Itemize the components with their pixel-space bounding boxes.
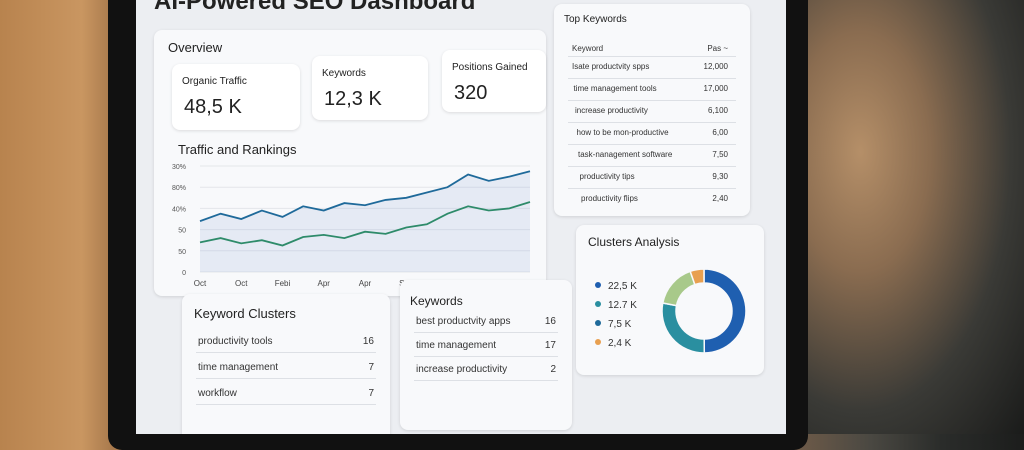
list-count: 7 xyxy=(368,388,374,399)
screen: AI-Powered SEO Dashboard Overview Traffi… xyxy=(136,0,786,434)
legend-swatch xyxy=(595,339,601,345)
list-label: workflow xyxy=(198,388,237,399)
overview-title: Overview xyxy=(168,40,223,55)
stat-card: Organic Traffic 48,5 K xyxy=(172,64,300,130)
cell-keyword: task-nanagement software xyxy=(578,150,673,159)
area xyxy=(200,171,530,272)
cell-keyword: increase productivity xyxy=(575,106,648,115)
list-label: time management xyxy=(198,362,279,373)
line-chart: 0505040%80%30%OctOctFebiAprAprSepOctNovM… xyxy=(172,164,537,288)
list-count: 16 xyxy=(544,316,556,327)
row-separator xyxy=(196,378,376,379)
column-header: Keyword xyxy=(572,44,604,53)
donut-slice xyxy=(661,302,706,354)
line xyxy=(199,201,531,247)
x-tick-label: Oct xyxy=(235,279,248,288)
legend-swatch xyxy=(595,320,601,326)
cell-value: 12,000 xyxy=(703,62,728,71)
donut-slice xyxy=(703,268,747,354)
legend-label: 2,4 K xyxy=(608,338,632,349)
list-count: 16 xyxy=(362,336,374,347)
cell-value: 9,30 xyxy=(712,172,728,181)
donut-chart: 22,5 K 12.7 K 7,5 K 2,4 K xyxy=(595,268,747,354)
stat-value: 12,3 K xyxy=(324,88,382,110)
legend-label: 22,5 K xyxy=(608,281,637,292)
donut-slice xyxy=(661,270,696,307)
row-separator xyxy=(568,166,736,167)
row-separator xyxy=(196,404,376,405)
cell-value: 6,00 xyxy=(712,128,728,137)
cell-keyword: productivity tips xyxy=(579,172,635,181)
row-separator xyxy=(568,78,736,79)
stat-value: 320 xyxy=(454,82,488,104)
legend-swatch xyxy=(595,282,601,288)
keywords-panel: Keywords best productvity apps 16 time man… xyxy=(400,280,572,430)
legend-label: 12.7 K xyxy=(608,300,637,311)
row-separator xyxy=(414,356,558,357)
cell-value: 2,40 xyxy=(712,194,728,203)
row-separator xyxy=(568,56,736,57)
cell-value: 17,000 xyxy=(703,84,728,93)
cell-keyword: Isate productvity spps xyxy=(572,62,650,71)
keyword-clusters-panel: Keyword Clusters productivity tools 16 tim… xyxy=(182,294,390,434)
panel-title: Top Keywords xyxy=(564,14,627,25)
chart-title: Traffic and Rankings xyxy=(178,142,297,157)
x-tick-label: Febi xyxy=(275,279,291,288)
y-tick-label: 30% xyxy=(172,164,186,171)
y-tick-label: 50 xyxy=(178,249,186,256)
stat-card: Positions Gained 320 xyxy=(442,50,546,112)
row-separator xyxy=(568,122,736,123)
panel-title: Clusters Analysis xyxy=(588,235,680,249)
row-separator xyxy=(568,100,736,101)
list-label: productivity tools xyxy=(198,336,273,347)
y-tick-label: 40% xyxy=(172,206,186,213)
row-separator xyxy=(414,332,558,333)
row-separator xyxy=(414,380,558,381)
y-tick-label: 80% xyxy=(172,185,186,192)
panel-title: Keywords xyxy=(410,294,463,308)
list-count: 17 xyxy=(544,340,556,351)
x-tick-label: Apr xyxy=(318,279,331,288)
cell-keyword: time management tools xyxy=(573,84,657,93)
line xyxy=(199,170,531,222)
cell-keyword: how to be mon-productive xyxy=(576,128,669,137)
overview-panel: Overview Traffic and Rankings 0 50 50 40% 80… xyxy=(154,30,546,296)
cell-value: 6,100 xyxy=(707,106,728,115)
top-keywords-panel: Top Keywords Keyword Pas ~ Isate productvi… xyxy=(554,4,750,216)
list-label: best productvity apps xyxy=(416,316,511,327)
stat-label: Keywords xyxy=(322,68,366,79)
dashboard-title: AI-Powered SEO Dashboard xyxy=(154,0,476,15)
y-tick-label: 50 xyxy=(178,228,186,235)
stat-value: 48,5 K xyxy=(184,96,242,118)
row-separator xyxy=(568,188,736,189)
x-tick-label: Oct xyxy=(194,279,207,288)
row-separator xyxy=(568,144,736,145)
clusters-panel: Clusters Analysis 22,5 K 12.7 K 7,5 K 2,4 K xyxy=(576,225,764,375)
x-tick-label: Apr xyxy=(359,279,372,288)
row-separator xyxy=(196,352,376,353)
y-tick-label: 0 xyxy=(182,270,186,277)
list-count: 7 xyxy=(368,362,374,373)
cell-value: 7,50 xyxy=(712,150,728,159)
stat-label: Positions Gained xyxy=(452,62,528,73)
donut-slice xyxy=(689,268,705,286)
list-label: increase productivity xyxy=(416,364,508,375)
list-count: 2 xyxy=(550,364,556,375)
stat-card: Keywords 12,3 K xyxy=(312,56,428,120)
legend-label: 7,5 K xyxy=(608,319,632,330)
panel-title: Keyword Clusters xyxy=(194,306,296,321)
legend-swatch xyxy=(595,301,601,307)
cell-keyword: productivity flips xyxy=(581,194,638,203)
background-blur xyxy=(790,0,1024,434)
column-header: Pas ~ xyxy=(707,44,728,53)
list-label: time management xyxy=(416,340,497,351)
stat-label: Organic Traffic xyxy=(182,76,247,87)
